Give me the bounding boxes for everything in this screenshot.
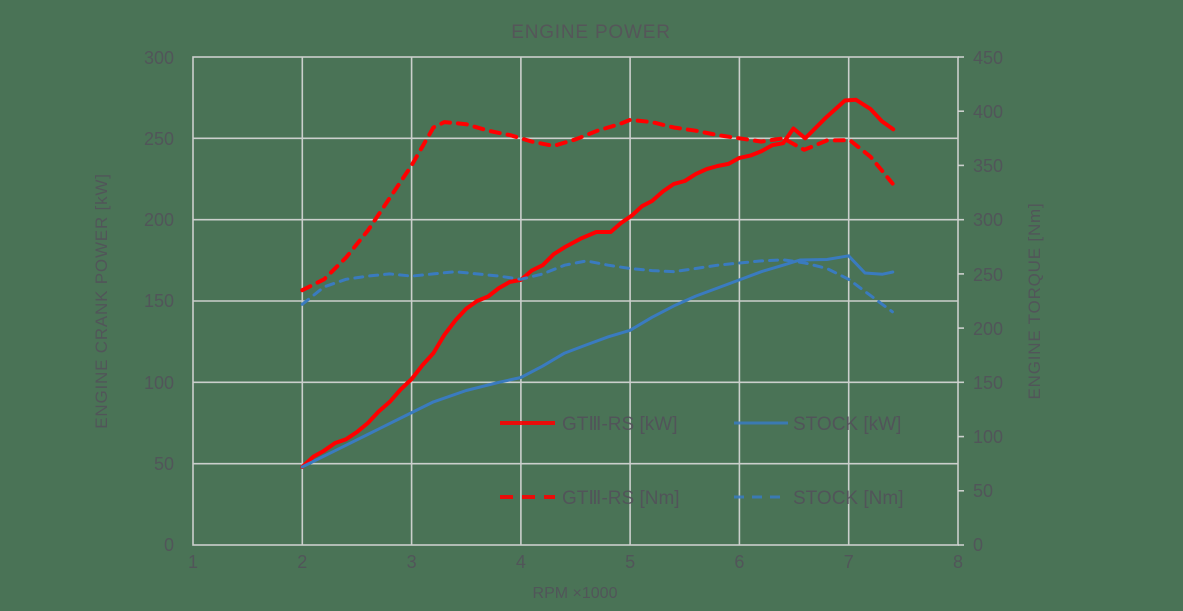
- svg-text:4: 4: [516, 552, 526, 572]
- svg-text:2: 2: [297, 552, 307, 572]
- svg-text:150: 150: [973, 373, 1003, 393]
- svg-text:GTⅢ-RS [kW]: GTⅢ-RS [kW]: [562, 414, 677, 435]
- svg-text:ENGINE CRANK POWER [kW]: ENGINE CRANK POWER [kW]: [92, 173, 111, 428]
- svg-text:300: 300: [144, 48, 174, 68]
- svg-text:250: 250: [973, 265, 1003, 285]
- svg-text:STOCK [Nm]: STOCK [Nm]: [793, 488, 904, 509]
- svg-text:ENGINE TORQUE [Nm]: ENGINE TORQUE [Nm]: [1025, 202, 1044, 399]
- svg-text:150: 150: [144, 291, 174, 311]
- svg-text:RPM ×1000: RPM ×1000: [533, 585, 618, 602]
- svg-text:0: 0: [973, 535, 983, 555]
- svg-text:7: 7: [844, 552, 854, 572]
- svg-text:350: 350: [973, 156, 1003, 176]
- svg-text:8: 8: [953, 552, 963, 572]
- svg-text:100: 100: [144, 373, 174, 393]
- svg-text:1: 1: [188, 552, 198, 572]
- svg-text:0: 0: [164, 535, 174, 555]
- svg-text:ENGINE POWER: ENGINE POWER: [511, 22, 671, 43]
- svg-text:450: 450: [973, 48, 1003, 68]
- svg-text:200: 200: [973, 319, 1003, 339]
- svg-text:3: 3: [407, 552, 417, 572]
- svg-text:300: 300: [973, 210, 1003, 230]
- svg-text:6: 6: [734, 552, 744, 572]
- svg-text:STOCK [kW]: STOCK [kW]: [793, 414, 901, 435]
- svg-text:GTⅢ-RS [Nm]: GTⅢ-RS [Nm]: [562, 488, 680, 509]
- svg-text:200: 200: [144, 210, 174, 230]
- svg-text:250: 250: [144, 129, 174, 149]
- svg-text:100: 100: [973, 427, 1003, 447]
- svg-text:400: 400: [973, 102, 1003, 122]
- svg-text:50: 50: [154, 454, 174, 474]
- svg-text:5: 5: [625, 552, 635, 572]
- svg-text:50: 50: [973, 481, 993, 501]
